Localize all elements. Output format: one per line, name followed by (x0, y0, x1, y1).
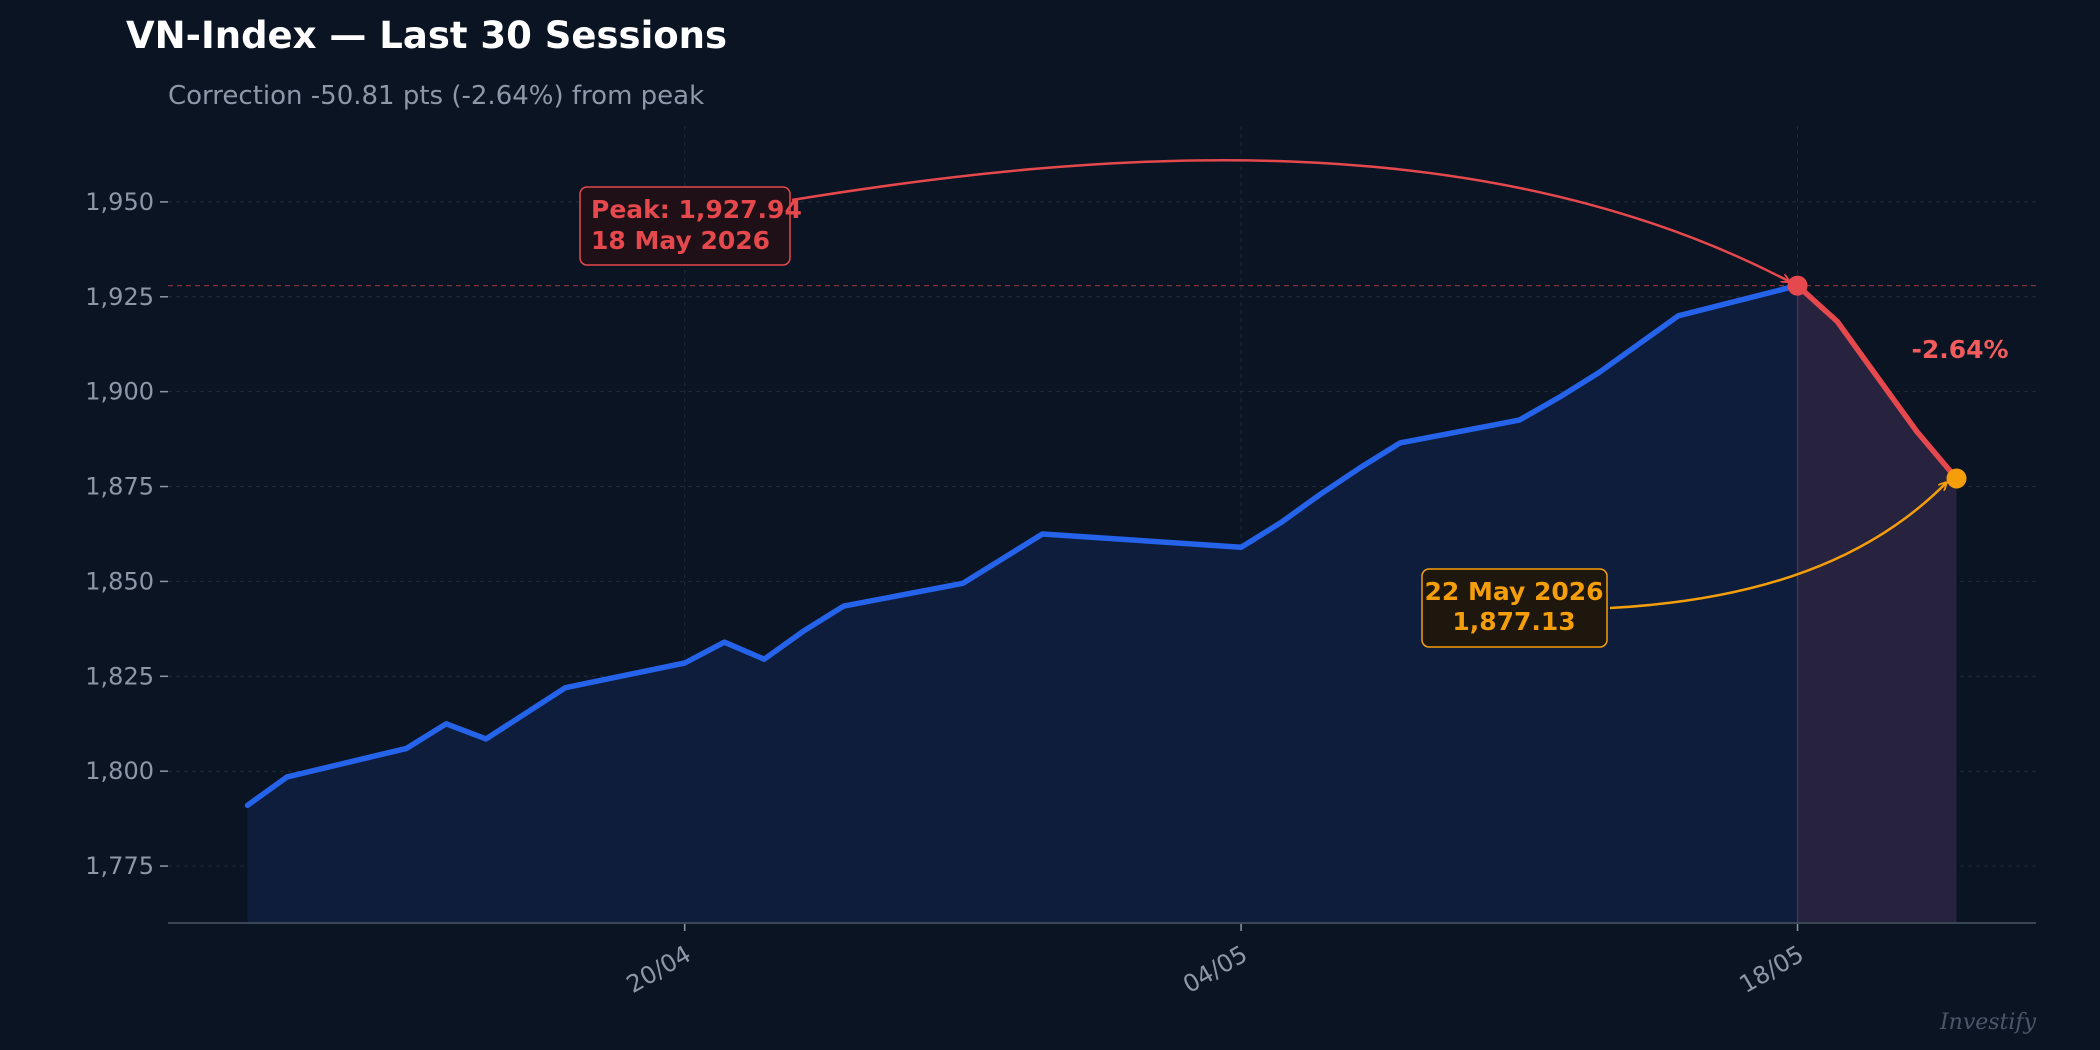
peak-callout-date: 18 May 2026 (591, 226, 770, 255)
x-tick-label: 04/05 (1178, 940, 1252, 999)
x-tick-label: 18/05 (1735, 940, 1809, 999)
peak-point (1787, 275, 1808, 296)
chart-subtitle: Correction -50.81 pts (-2.64%) from peak (168, 81, 704, 111)
y-tick-label: 1,925 (85, 283, 154, 311)
watermark-text: Investify (1939, 1010, 2037, 1035)
y-tick-label: 1,850 (85, 567, 154, 595)
y-tick-label: 1,825 (85, 662, 154, 690)
percent-change-label: -2.64% (1911, 335, 2008, 364)
correction-line (1794, 282, 1960, 482)
y-tick-label: 1,900 (85, 378, 154, 406)
chart-title: VN-Index — Last 30 Sessions (126, 14, 727, 57)
uptrend-area (247, 285, 1798, 924)
y-tick-label: 1,775 (85, 852, 154, 880)
x-tick-label: 20/04 (622, 940, 696, 999)
latest-callout-box (1421, 568, 1608, 648)
correction-area (1797, 285, 1957, 924)
latest-point (1946, 468, 1967, 489)
latest-callout-value: 1,877.13 (1452, 607, 1575, 636)
y-tick-label: 1,800 (85, 757, 154, 785)
latest-callout-arrow (1609, 482, 1947, 610)
latest-callout-date: 22 May 2026 (1424, 577, 1603, 606)
peak-callout-box (579, 186, 791, 266)
uptrend-line (244, 282, 1801, 809)
peak-callout-value: Peak: 1,927.94 (591, 195, 802, 224)
peak-callout-arrow (791, 159, 1790, 281)
y-tick-label: 1,950 (85, 188, 154, 216)
y-tick-label: 1,875 (85, 473, 154, 501)
